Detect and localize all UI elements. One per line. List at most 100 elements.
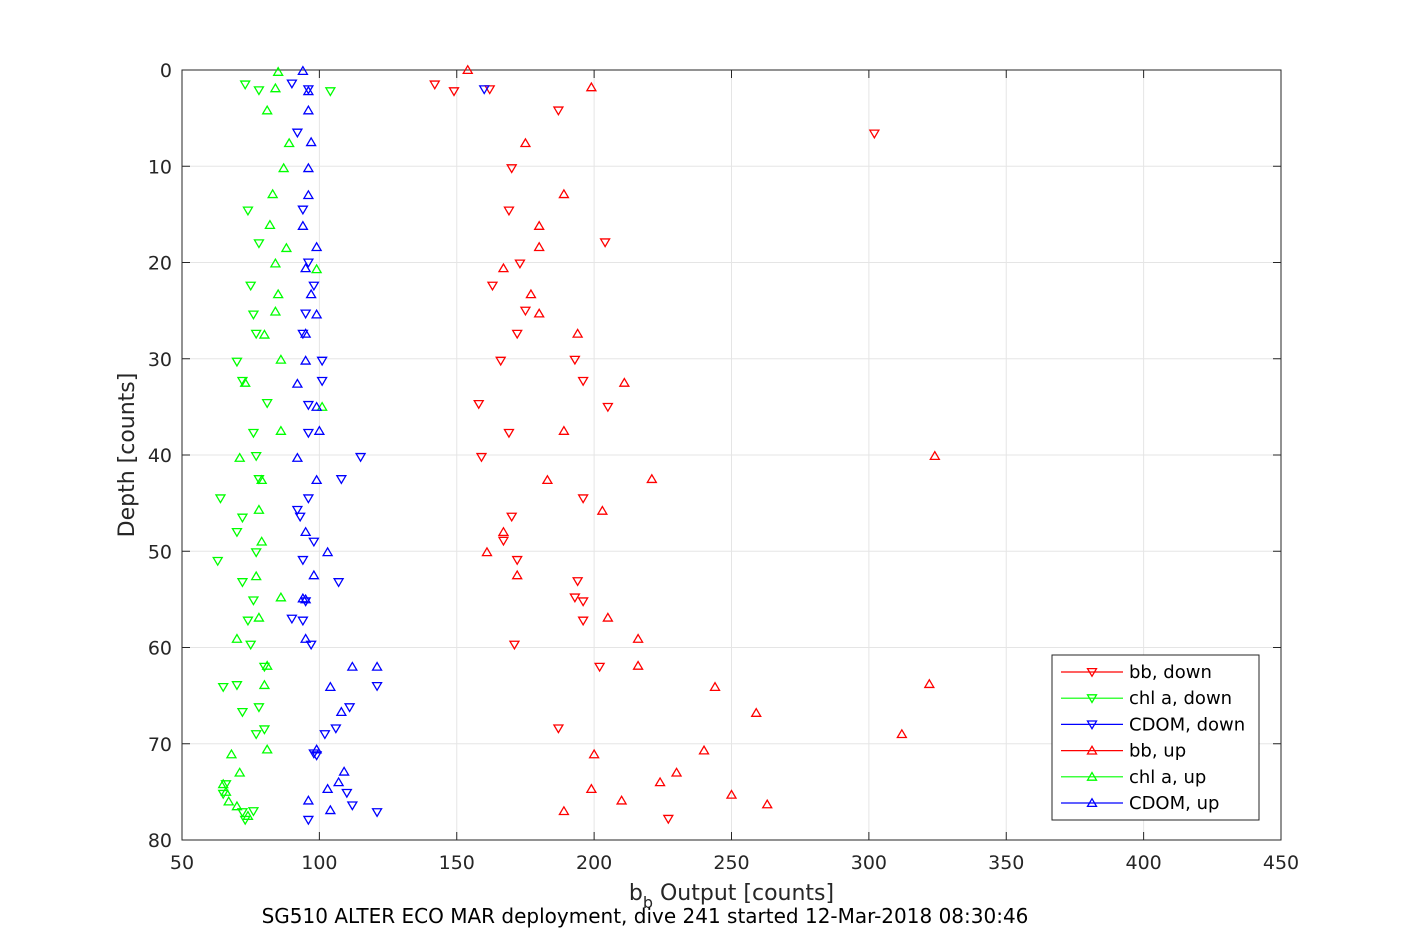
data-point	[300, 526, 312, 537]
data-point	[256, 536, 268, 546]
data-point	[929, 450, 941, 460]
data-point	[247, 807, 260, 817]
data-point	[632, 660, 644, 670]
data-point	[297, 220, 309, 230]
x-axis-label-rest: Output [counts]	[653, 881, 834, 906]
data-point	[552, 106, 565, 116]
data-point	[214, 494, 227, 504]
data-point	[283, 137, 295, 148]
y-axis-label: Depth [counts]	[115, 373, 140, 538]
data-point	[250, 730, 262, 740]
data-point	[258, 329, 271, 339]
data-point	[242, 206, 254, 217]
x-tick-label: 250	[713, 852, 749, 874]
data-point	[302, 162, 315, 173]
x-tick-label: 200	[576, 852, 612, 874]
data-point	[305, 136, 317, 147]
data-point	[354, 452, 367, 463]
data-point	[258, 679, 271, 690]
data-point	[497, 262, 510, 273]
legend-entry-label: bb, down	[1129, 662, 1212, 683]
data-point	[256, 474, 268, 485]
data-point	[514, 259, 526, 270]
data-point	[525, 288, 537, 299]
data-point	[923, 678, 935, 689]
data-point	[280, 242, 293, 253]
x-tick-label: 450	[1263, 852, 1299, 874]
data-point	[335, 475, 347, 485]
data-point	[338, 766, 350, 776]
data-point	[300, 593, 312, 604]
data-point	[300, 262, 312, 273]
legend-entry-label: bb, up	[1129, 741, 1186, 762]
data-point	[297, 65, 309, 75]
x-tick-label: 150	[439, 852, 475, 874]
data-point	[588, 748, 600, 759]
data-point	[654, 776, 666, 787]
data-point	[497, 526, 510, 537]
data-point	[297, 616, 309, 627]
data-point	[508, 640, 521, 651]
data-point	[220, 786, 232, 796]
data-point	[250, 329, 262, 340]
data-point	[302, 494, 315, 504]
data-point	[310, 263, 323, 274]
data-point	[253, 703, 265, 713]
data-point	[302, 428, 315, 439]
data-point	[269, 82, 282, 93]
data-point	[585, 783, 598, 794]
legend-box	[1051, 654, 1260, 821]
data-point	[302, 258, 315, 269]
data-point	[291, 128, 304, 139]
data-point	[310, 401, 323, 411]
legend: bb, down chl a, down CDOM, down bb, up chl a…	[1051, 654, 1260, 821]
data-point	[371, 681, 383, 692]
data-point	[602, 402, 614, 413]
data-point	[234, 767, 246, 777]
data-point	[275, 354, 287, 364]
data-point	[297, 205, 309, 216]
data-point	[291, 505, 304, 516]
data-point	[217, 789, 229, 800]
data-point	[305, 288, 317, 299]
data-point	[258, 725, 271, 735]
data-point	[313, 425, 326, 435]
x-axis-label-subscript: b	[643, 893, 653, 912]
x-axis-label-main: b	[629, 881, 643, 906]
data-point	[346, 661, 358, 671]
y-tick-label: 0	[160, 60, 172, 82]
data-point	[253, 612, 265, 622]
data-point	[662, 814, 674, 825]
data-point	[585, 81, 598, 92]
data-point	[497, 536, 510, 547]
data-point	[245, 640, 257, 651]
data-point	[231, 681, 243, 691]
y-tick-label: 40	[148, 445, 172, 467]
data-point	[275, 425, 287, 435]
data-point	[618, 377, 630, 387]
legend-swatch-marker	[1086, 771, 1098, 781]
legend-entry-label: chl a, down	[1129, 688, 1232, 709]
data-point	[308, 569, 320, 580]
data-point	[253, 475, 265, 485]
data-point	[242, 810, 254, 820]
data-point	[212, 556, 224, 567]
data-point	[577, 597, 589, 607]
data-point	[868, 129, 881, 140]
data-point	[316, 356, 328, 367]
data-point	[231, 357, 243, 368]
data-point	[569, 355, 581, 366]
data-point	[429, 80, 441, 90]
x-tick-label: 350	[988, 852, 1024, 874]
data-point	[577, 494, 589, 504]
data-point	[511, 329, 523, 340]
data-point	[305, 640, 317, 651]
data-point	[308, 537, 320, 548]
data-point	[725, 789, 738, 799]
data-point	[242, 616, 254, 627]
data-points	[212, 64, 941, 826]
data-point	[324, 804, 337, 815]
data-point	[302, 794, 315, 805]
data-point	[448, 87, 460, 97]
legend-swatch-marker	[1086, 667, 1098, 678]
